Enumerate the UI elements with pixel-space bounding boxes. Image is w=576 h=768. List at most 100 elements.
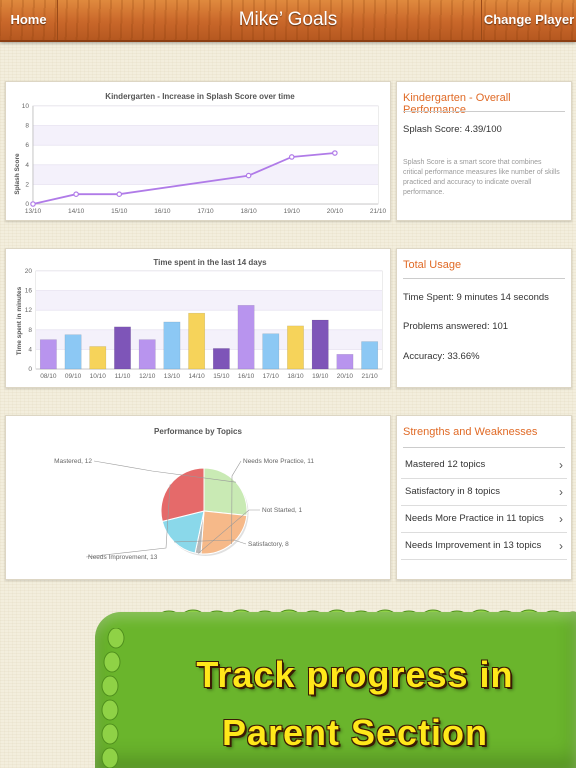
pie-label: Needs More Practice, 11 [243, 458, 314, 465]
list-item-needs-improvement[interactable]: Needs Improvement in 13 topics › [401, 533, 567, 560]
banner-line-1: Track progress in [196, 654, 514, 695]
pie-label: Needs Improvement, 13 [88, 554, 158, 561]
list-item-satisfactory[interactable]: Satisfactory in 8 topics › [401, 479, 567, 506]
grid-band [36, 271, 382, 291]
pie-label: Satisfactory, 8 [248, 541, 289, 548]
list-item-label: Needs More Practice in 11 topics [405, 513, 544, 524]
divider [403, 278, 565, 279]
series-line [32, 152, 335, 205]
topics-chart-card: Performance by Topics Mastered, 12 Needs … [5, 415, 391, 580]
grid-band [33, 106, 378, 126]
grid-band [33, 184, 378, 204]
y-tick-label: 8 [25, 123, 29, 130]
x-tick-label: 08/10 [40, 373, 57, 380]
pie-label-connector [85, 484, 171, 558]
grid-band [36, 310, 382, 330]
topics-pie-chart: Performance by Topics Mastered, 12 Needs … [54, 427, 314, 561]
bar [138, 339, 156, 370]
bar [89, 346, 107, 370]
chart-title: Performance by Topics [154, 427, 242, 436]
x-tick-label: 14/10 [68, 208, 85, 215]
usage-title: Total Usage [403, 259, 462, 271]
promo-banner [95, 612, 576, 768]
y-axis-label: Time spent in minutes [16, 286, 23, 355]
grid-band [33, 125, 378, 146]
time-spent-text: Time Spent: 9 minutes 14 seconds [403, 292, 549, 303]
splash-score-line-chart: Kindergarten - Increase in Splash Score … [14, 92, 387, 215]
home-button[interactable]: Home [0, 0, 58, 40]
x-tick-label: 16/10 [154, 208, 171, 215]
data-point [73, 191, 79, 198]
splash-score-text: Splash Score: 4.39/100 [403, 124, 502, 135]
splash-score-chart-card: Kindergarten - Increase in Splash Score … [5, 81, 391, 221]
leaf-left-decoration [101, 628, 125, 768]
x-tick-label: 18/10 [287, 373, 304, 380]
splash-score-note: Splash Score is a smart score that combi… [403, 159, 560, 196]
list-item-label: Needs Improvement in 13 topics [405, 540, 542, 551]
grid-band [36, 349, 382, 369]
y-tick-label: 4 [28, 346, 32, 353]
data-point [332, 150, 338, 156]
bar [237, 305, 255, 370]
overall-title: Kindergarten - Overall Performance [403, 92, 511, 116]
x-tick-label: 19/10 [284, 208, 301, 215]
bar [163, 321, 181, 370]
divider [403, 111, 565, 112]
bar [64, 334, 82, 370]
bar [361, 341, 379, 370]
data-point [288, 154, 295, 160]
bar [287, 325, 304, 370]
bar [262, 333, 280, 370]
chevron-right-icon: › [559, 458, 563, 472]
problems-answered-text: Problems answered: 101 [403, 321, 509, 332]
list-item-mastered[interactable]: Mastered 12 topics › [401, 452, 567, 479]
y-tick-label: 0 [28, 366, 32, 373]
x-tick-label: 21/10 [362, 373, 379, 380]
pie-slice [203, 467, 248, 517]
time-spent-bar-chart: Time spent in the last 14 days Time spen… [16, 258, 383, 380]
pie-label-connector [174, 539, 247, 545]
x-tick-label: 13/10 [164, 373, 181, 380]
y-tick-label: 12 [25, 307, 33, 314]
bar [39, 339, 57, 370]
y-tick-label: 10 [22, 103, 30, 110]
chart-title: Kindergarten - Increase in Splash Score … [105, 92, 295, 101]
pie-label: Mastered, 12 [54, 458, 92, 465]
chevron-right-icon: › [559, 485, 563, 499]
x-tick-label: 10/10 [90, 373, 107, 380]
y-axis-label: Splash Score [14, 153, 21, 195]
change-player-button[interactable]: Change Player [481, 0, 576, 40]
y-tick-label: 2 [25, 181, 29, 188]
list-item-label: Satisfactory in 8 topics [405, 486, 501, 497]
pie-label: Not Started, 1 [262, 507, 302, 514]
bar [188, 312, 206, 370]
total-usage-card: Total Usage Time Spent: 9 minutes 14 sec… [396, 248, 572, 388]
x-tick-label: 20/10 [337, 373, 354, 380]
x-tick-label: 13/10 [25, 208, 42, 215]
time-spent-chart-card: Time spent in the last 14 days Time spen… [5, 248, 391, 388]
x-tick-label: 12/10 [139, 373, 156, 380]
list-item-label: Mastered 12 topics [405, 459, 486, 470]
x-tick-label: 09/10 [65, 373, 82, 380]
bar [114, 326, 131, 370]
pie-label-connector [197, 509, 260, 554]
data-point [116, 191, 123, 198]
bar [311, 319, 329, 370]
x-tick-label: 20/10 [327, 208, 344, 215]
bar [336, 354, 354, 370]
x-tick-label: 21/10 [370, 208, 387, 215]
list-item-needs-more-practice[interactable]: Needs More Practice in 11 topics › [401, 506, 567, 533]
overall-performance-card: Kindergarten - Overall Performance Splas… [396, 81, 572, 221]
top-bar: Home Mike’ Goals Change Player [0, 0, 576, 42]
pie-label-connector [93, 460, 236, 483]
grid-band [33, 145, 378, 165]
page-title: Mike’ Goals [238, 9, 338, 30]
x-tick-label: 15/10 [111, 208, 128, 215]
x-tick-label: 17/10 [197, 208, 214, 215]
grid-band [33, 164, 378, 185]
x-tick-label: 14/10 [189, 373, 206, 380]
grid-band [36, 290, 382, 311]
y-tick-label: 8 [28, 327, 32, 334]
strengths-title: Strengths and Weaknesses [403, 426, 538, 438]
chevron-right-icon: › [559, 512, 563, 526]
